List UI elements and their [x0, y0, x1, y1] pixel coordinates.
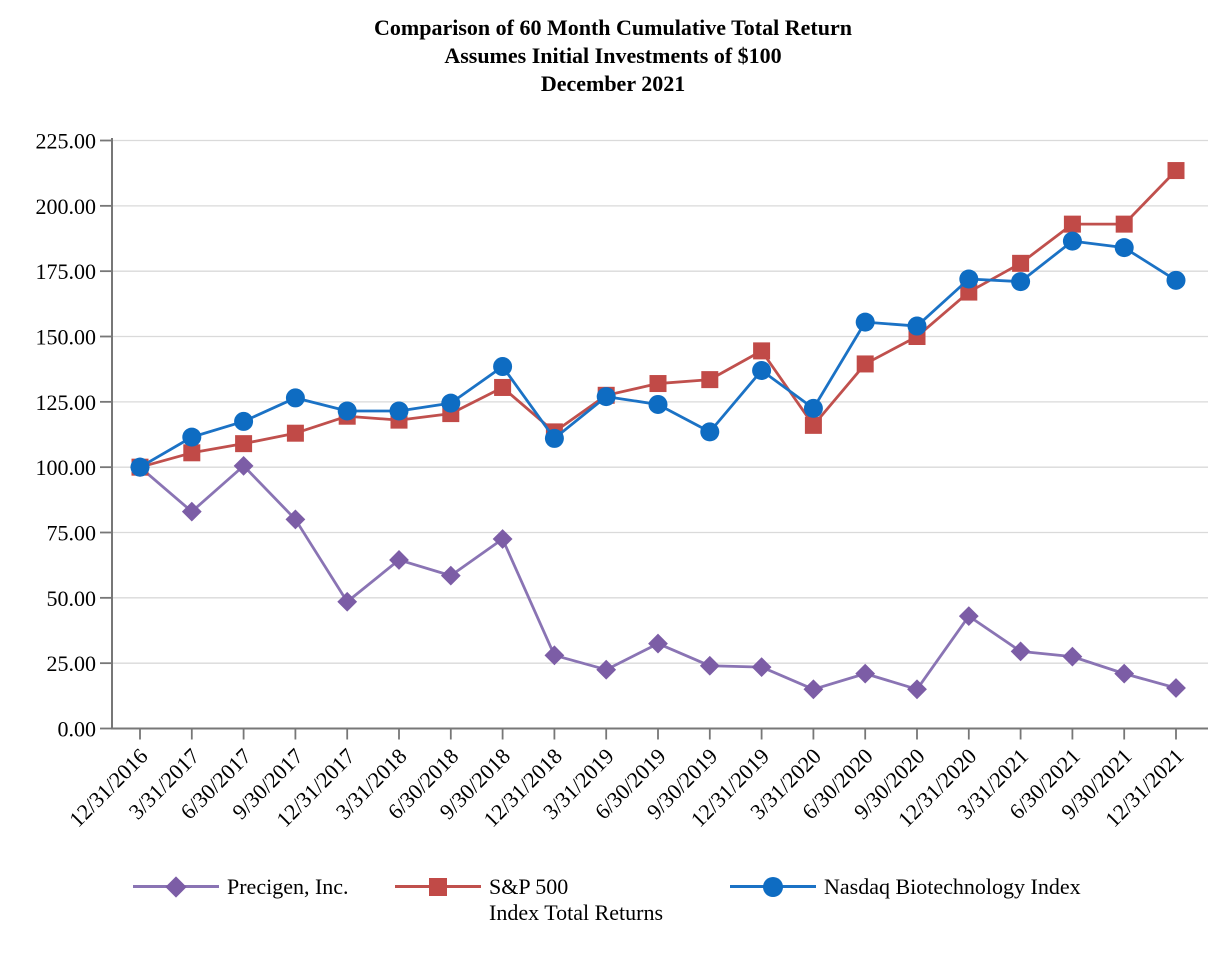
chart-title: Comparison of 60 Month Cumulative Total … [0, 14, 1226, 98]
chart-title-line-1: Comparison of 60 Month Cumulative Total … [374, 15, 852, 40]
data-point-nbi [285, 388, 305, 408]
data-point-precigen [855, 663, 876, 684]
data-point-precigen [1114, 663, 1135, 684]
data-point-sp500 [753, 342, 771, 360]
data-point-nbi [648, 394, 668, 414]
data-point-nbi [389, 401, 409, 421]
data-point-sp500 [1063, 215, 1081, 233]
data-point-precigen [958, 606, 979, 627]
data-point-nbi [855, 312, 875, 332]
data-point-precigen [337, 591, 358, 612]
data-point-nbi [182, 427, 202, 447]
legend-item-nasdaq-biotech: Nasdaq Biotechnology Index [730, 874, 1081, 900]
chart-title-line-2: Assumes Initial Investments of $100 [444, 43, 782, 68]
data-point-nbi [441, 393, 461, 413]
sp500-square-icon [395, 874, 481, 900]
data-point-precigen [596, 659, 617, 680]
data-point-nbi [1011, 272, 1031, 292]
legend-label-nasdaq-biotech: Nasdaq Biotechnology Index [824, 874, 1081, 899]
data-point-nbi [1166, 270, 1186, 290]
data-point-precigen [285, 509, 306, 530]
data-point-sp500 [183, 444, 201, 462]
data-point-precigen [233, 455, 254, 476]
y-axis-tick-label: 125.00 [36, 390, 97, 415]
data-point-precigen [648, 633, 668, 654]
data-point-nbi [907, 316, 927, 336]
data-point-sp500 [649, 375, 667, 393]
legend-label-precigen: Precigen, Inc. [227, 874, 349, 899]
data-point-sp500 [286, 424, 304, 442]
legend-item-sp500: S&P 500 Index Total Returns [395, 874, 663, 926]
y-axis-tick-label: 100.00 [36, 455, 97, 480]
data-point-sp500 [960, 283, 978, 301]
data-point-nbi [1062, 231, 1082, 251]
y-axis-tick-label: 175.00 [36, 259, 97, 284]
data-point-precigen [389, 550, 409, 570]
y-axis-tick-label: 225.00 [36, 129, 97, 154]
data-point-nbi [1114, 238, 1134, 258]
data-point-nbi [544, 428, 564, 448]
chart-title-line-3: December 2021 [540, 71, 686, 96]
data-point-precigen [440, 565, 461, 586]
data-point-sp500 [856, 355, 874, 373]
data-point-precigen [544, 645, 565, 666]
data-point-precigen [907, 679, 927, 700]
data-point-nbi [752, 360, 772, 380]
data-point-nbi [700, 422, 720, 442]
data-point-sp500 [1115, 215, 1133, 233]
data-point-precigen [803, 679, 824, 700]
nasdaq-circle-icon [730, 874, 816, 900]
y-axis-tick-label: 150.00 [36, 325, 97, 350]
y-axis-tick-label: 50.00 [47, 586, 97, 611]
y-axis-tick-label: 0.00 [58, 717, 97, 742]
legend-item-precigen: Precigen, Inc. [133, 874, 349, 900]
y-axis-tick-label: 200.00 [36, 194, 97, 219]
data-point-sp500 [494, 378, 512, 396]
data-point-precigen [751, 657, 772, 677]
data-point-precigen [181, 501, 202, 522]
y-axis-tick-label: 75.00 [47, 521, 97, 546]
data-point-precigen [1062, 646, 1083, 667]
data-point-sp500 [235, 435, 253, 453]
data-point-precigen [492, 529, 513, 549]
data-point-nbi [959, 269, 979, 289]
series-line-sp500 [139, 169, 1178, 469]
data-point-sp500 [1167, 162, 1185, 180]
data-point-nbi [596, 387, 616, 407]
data-point-nbi [234, 411, 254, 431]
data-point-precigen [1010, 641, 1031, 662]
data-point-nbi [803, 398, 823, 418]
data-point-nbi [130, 457, 150, 477]
data-point-precigen [699, 655, 720, 676]
precigen-diamond-icon [133, 874, 219, 900]
legend-label-sp500-line2: Index Total Returns [489, 900, 664, 925]
legend-label-sp500: S&P 500 [489, 874, 569, 899]
data-point-sp500 [804, 416, 822, 434]
data-point-precigen [1166, 678, 1186, 698]
data-point-nbi [337, 401, 357, 421]
data-point-sp500 [1012, 254, 1030, 272]
data-point-sp500 [701, 371, 719, 389]
y-axis-tick-label: 25.00 [47, 651, 97, 676]
data-point-nbi [493, 357, 513, 377]
